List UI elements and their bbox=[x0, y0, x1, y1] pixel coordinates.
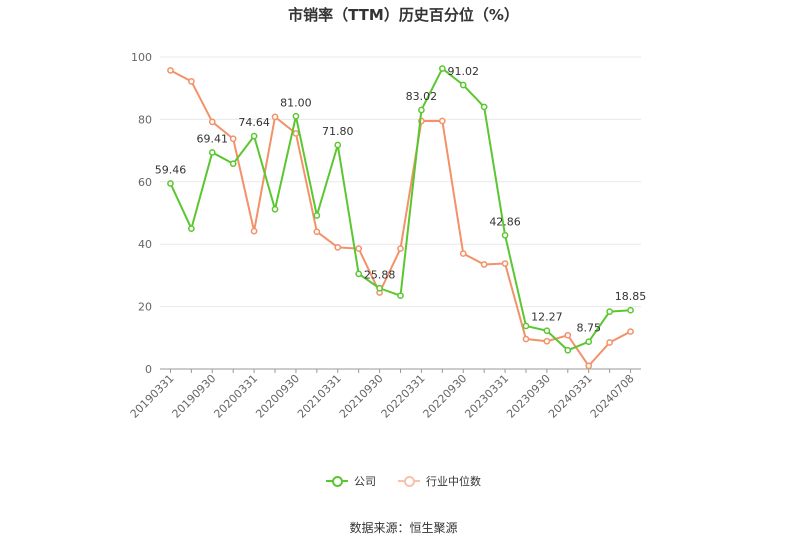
data-label: 8.75 bbox=[576, 322, 601, 335]
y-tick-label: 20 bbox=[138, 301, 152, 314]
data-point bbox=[480, 103, 488, 111]
data-point bbox=[564, 331, 572, 339]
grid-lines bbox=[160, 56, 641, 308]
data-point bbox=[418, 106, 425, 114]
legend-item-industry-median[interactable]: 行业中位数 bbox=[398, 473, 481, 489]
chart-title: 市销率（TTM）历史百分位（%） bbox=[288, 6, 519, 24]
data-label: 74.64 bbox=[238, 116, 270, 129]
data-point bbox=[292, 130, 300, 137]
series-lines bbox=[167, 65, 634, 370]
data-point bbox=[606, 308, 613, 315]
data-point bbox=[438, 65, 446, 72]
legend-dot-icon bbox=[404, 476, 415, 487]
data-label: 69.41 bbox=[197, 132, 229, 145]
legend-dot-icon bbox=[332, 476, 343, 487]
data-point bbox=[397, 292, 404, 300]
x-tick-label: 20210331 bbox=[295, 372, 344, 421]
data-label: 83.02 bbox=[406, 90, 438, 103]
x-tick-label: 20230930 bbox=[504, 372, 553, 421]
x-tick-label: 20230331 bbox=[462, 372, 511, 421]
data-labels: 59.46 69.41 74.64 81.00 71.80 25.88 83.02 91.02… bbox=[155, 65, 647, 335]
legend-swatch-industry-median bbox=[398, 475, 420, 487]
data-label: 25.88 bbox=[364, 268, 396, 281]
data-point bbox=[334, 243, 342, 251]
data-point bbox=[459, 250, 467, 257]
x-tick-label: 20210930 bbox=[337, 372, 386, 421]
x-tick-label: 20240331 bbox=[546, 372, 595, 421]
x-tick-label: 20200331 bbox=[211, 372, 260, 421]
data-source: 数据来源：恒生聚源 bbox=[349, 521, 458, 535]
data-point bbox=[585, 362, 593, 370]
data-label: 81.00 bbox=[280, 96, 312, 109]
x-tick-label: 20190331 bbox=[128, 372, 177, 421]
data-point bbox=[355, 270, 363, 278]
x-tick-label: 20220930 bbox=[421, 372, 470, 421]
data-label: 91.02 bbox=[447, 65, 479, 78]
series-line-0 bbox=[169, 67, 631, 352]
data-point bbox=[627, 328, 634, 335]
y-tick-label: 0 bbox=[145, 363, 152, 376]
data-point bbox=[271, 205, 279, 213]
legend-label-company: 公司 bbox=[354, 475, 376, 488]
data-label: 12.27 bbox=[531, 311, 563, 324]
x-tick-label: 20240708 bbox=[588, 372, 637, 421]
data-point bbox=[522, 335, 530, 343]
data-point bbox=[334, 141, 342, 149]
data-point bbox=[208, 149, 216, 156]
data-point bbox=[229, 135, 237, 143]
y-tick-label: 100 bbox=[131, 51, 152, 64]
legend: 公司 行业中位数 bbox=[0, 473, 807, 489]
data-point bbox=[480, 261, 488, 268]
data-point bbox=[208, 118, 216, 126]
data-point bbox=[606, 339, 613, 346]
data-point bbox=[438, 117, 446, 125]
data-point bbox=[188, 225, 195, 232]
legend-label-industry-median: 行业中位数 bbox=[426, 475, 481, 488]
data-point bbox=[271, 113, 279, 121]
data-label: 42.86 bbox=[489, 215, 521, 228]
x-tick-label: 20220331 bbox=[379, 372, 428, 421]
data-point bbox=[585, 338, 593, 346]
data-point bbox=[627, 306, 634, 314]
data-point bbox=[313, 228, 321, 236]
x-tick-label: 20200930 bbox=[253, 372, 302, 421]
y-tick-label: 40 bbox=[138, 238, 152, 251]
data-point bbox=[313, 212, 321, 219]
x-tick-label: 20190930 bbox=[170, 372, 219, 421]
y-tick-label: 80 bbox=[138, 113, 152, 126]
data-label: 59.46 bbox=[155, 163, 187, 176]
data-point bbox=[167, 180, 174, 187]
data-point bbox=[229, 160, 237, 168]
data-label: 18.85 bbox=[615, 290, 647, 303]
legend-item-company[interactable]: 公司 bbox=[326, 473, 376, 489]
data-point bbox=[292, 112, 300, 120]
data-point bbox=[397, 245, 404, 252]
data-point bbox=[501, 260, 509, 267]
data-point bbox=[543, 337, 551, 345]
legend-swatch-company bbox=[326, 475, 348, 487]
data-point bbox=[564, 346, 572, 354]
data-point bbox=[188, 77, 195, 85]
data-point bbox=[167, 67, 174, 74]
data-label: 71.80 bbox=[322, 125, 354, 138]
data-point bbox=[250, 132, 258, 140]
y-axis: 0 20 40 60 80 100 bbox=[131, 51, 152, 376]
data-point bbox=[543, 327, 551, 335]
data-point bbox=[522, 322, 530, 330]
data-point bbox=[459, 81, 467, 89]
y-tick-label: 60 bbox=[138, 176, 152, 189]
data-point bbox=[250, 227, 258, 235]
data-point bbox=[376, 284, 383, 292]
data-point bbox=[355, 245, 363, 252]
data-point bbox=[501, 231, 509, 239]
x-axis: 2019033120190930202003312020093020210331… bbox=[128, 368, 641, 421]
